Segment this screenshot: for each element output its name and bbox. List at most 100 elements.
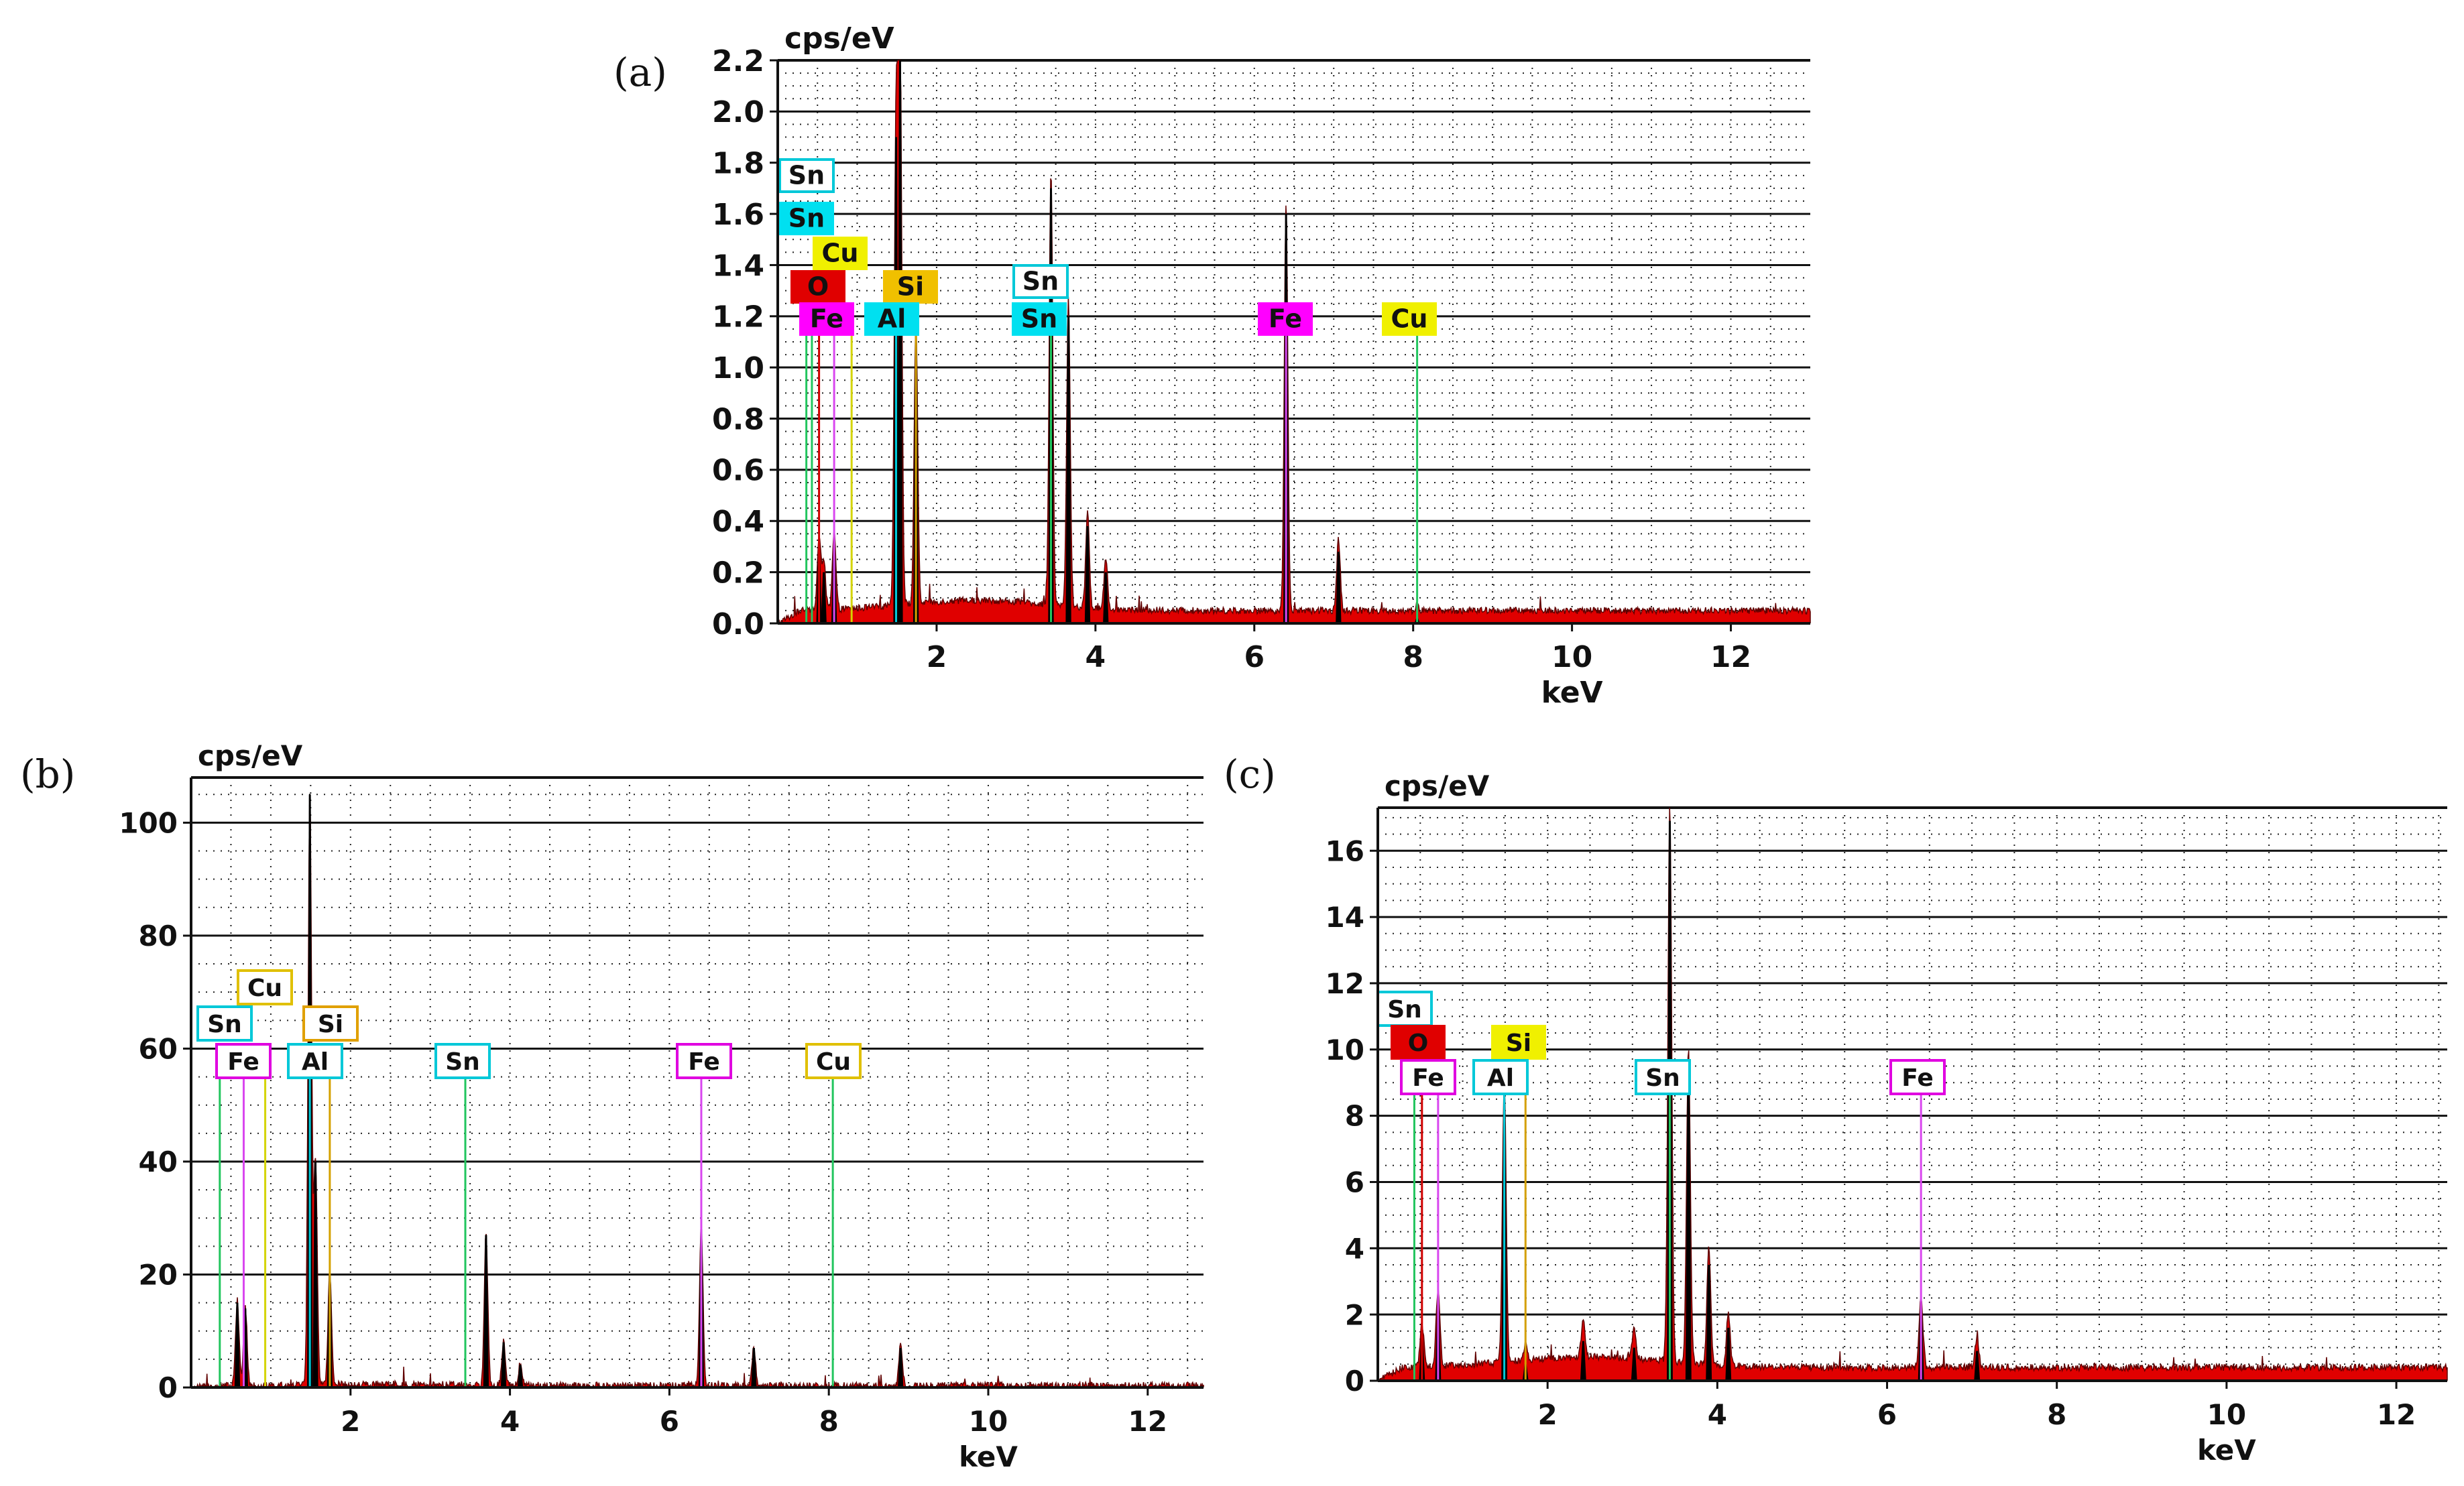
x-tick-label: 2 — [1538, 1398, 1558, 1431]
element-label-box — [1012, 264, 1069, 299]
y-tick-label: 10 — [1326, 1034, 1364, 1066]
x-tick-label: 4 — [1086, 640, 1106, 674]
element-label-box — [1382, 302, 1437, 336]
element-label-sn: Sn — [434, 1043, 491, 1079]
element-label-fe: Fe — [1258, 302, 1313, 336]
element-label-sn: Sn — [1635, 1059, 1691, 1095]
y-tick-label: 8 — [1345, 1100, 1364, 1133]
element-label-text: Sn — [1387, 996, 1422, 1024]
element-label-box — [434, 1043, 491, 1079]
y-tick-label: 1.4 — [712, 249, 764, 283]
x-tick-label: 6 — [1244, 640, 1265, 674]
element-label-si: Si — [302, 1005, 359, 1042]
element-label-box — [779, 202, 834, 235]
element-label-text: Sn — [788, 203, 825, 233]
element-label-box — [864, 302, 919, 336]
x-tick-label: 2 — [927, 640, 947, 674]
x-tick-label: 6 — [1877, 1398, 1897, 1431]
spectrum-outline — [777, 60, 1811, 624]
element-label-text: Sn — [445, 1048, 480, 1076]
spectrum-peak — [1336, 552, 1342, 623]
y-tick-label: 6 — [1345, 1166, 1364, 1199]
element-label-sn: Sn — [1012, 302, 1067, 336]
y-tick-label: 1.0 — [712, 351, 764, 385]
x-tick-label: 10 — [969, 1405, 1008, 1438]
element-label-fe: Fe — [676, 1043, 732, 1079]
major-grid — [1378, 849, 2447, 1316]
element-label-box — [302, 1005, 359, 1042]
element-label-si: Si — [1491, 1025, 1546, 1060]
element-label-text: Si — [318, 1011, 343, 1038]
element-label-text: Fe — [227, 1048, 259, 1076]
y-tick-label: 1.8 — [712, 147, 764, 181]
y-tick-label: 2.0 — [712, 95, 764, 129]
element-label-text: Cu — [816, 1048, 851, 1076]
element-label-text: Cu — [822, 238, 859, 267]
spectrum-outline — [190, 795, 1204, 1389]
element-label-box — [813, 237, 868, 270]
element-label-cu: Cu — [1382, 302, 1437, 336]
y-tick-label: 4 — [1345, 1232, 1364, 1265]
x-tick-label: 8 — [1403, 640, 1423, 674]
element-label-box — [1491, 1025, 1546, 1060]
element-label-text: O — [807, 271, 829, 301]
spectrum-peak — [517, 1365, 524, 1387]
x-tick-label: 6 — [660, 1405, 679, 1438]
y-tick-label: 2 — [1345, 1298, 1364, 1331]
spectrum-peak — [1103, 572, 1109, 623]
element-label-box — [1889, 1059, 1946, 1095]
element-label-sn: Sn — [779, 202, 834, 235]
element-label-cu: Cu — [805, 1043, 862, 1079]
y-axis-label: cps/eV — [784, 21, 894, 56]
element-label-box — [676, 1043, 732, 1079]
y-tick-label: 2.2 — [712, 44, 764, 78]
element-label-text: Cu — [1391, 304, 1428, 333]
x-tick-label: 12 — [2377, 1398, 2416, 1431]
element-label-al: Al — [864, 302, 919, 336]
panel-letter: (b) — [20, 751, 75, 797]
element-label-al: Al — [1472, 1059, 1529, 1095]
element-label-sn: Sn — [778, 158, 835, 193]
y-tick-label: 0 — [158, 1371, 178, 1404]
panel-letter: (c) — [1224, 751, 1276, 797]
y-tick-label: 0.8 — [712, 402, 764, 436]
spectrum-peak — [1706, 1265, 1712, 1381]
y-tick-label: 0.0 — [712, 607, 764, 641]
element-label-box — [196, 1005, 253, 1042]
element-label-text: Cu — [247, 975, 282, 1002]
spectrum-peak — [897, 60, 903, 623]
element-label-box — [790, 270, 845, 304]
x-tick-label: 2 — [341, 1405, 360, 1438]
element-label-text: Sn — [1645, 1064, 1680, 1092]
y-tick-label: 0.4 — [712, 505, 764, 539]
panel-a: (a) Sn Sn Cu O Si Fe Al Sn Sn Fe Cu 0.0 0.2 0.4 0.6 0.8 1… — [613, 21, 1811, 710]
panel-letter: (a) — [613, 50, 667, 95]
y-tick-label: 14 — [1326, 901, 1364, 934]
element-label-text: Sn — [1021, 304, 1057, 333]
x-tick-label: 8 — [2047, 1398, 2066, 1431]
y-tick-label: 100 — [119, 807, 178, 840]
element-label-sn: Sn — [196, 1005, 253, 1042]
element-label-sn: Sn — [1012, 264, 1069, 299]
element-label-text: Fe — [1412, 1064, 1444, 1092]
spectrum-fill — [191, 795, 1204, 1387]
minor-grid — [778, 60, 1810, 623]
spectrum-peak — [898, 1348, 904, 1387]
element-label-si: Si — [883, 270, 938, 304]
element-label-fe: Fe — [799, 302, 854, 336]
y-tick-label: 20 — [139, 1259, 178, 1292]
x-tick-label: 12 — [1128, 1405, 1167, 1438]
y-tick-label: 80 — [139, 920, 178, 952]
element-label-box — [778, 158, 835, 193]
minor-grid — [191, 778, 1204, 1387]
spectrum-peak — [500, 1342, 507, 1387]
x-tick-label: 12 — [1710, 640, 1751, 674]
spectrum-peak — [1725, 1327, 1732, 1381]
y-axis-label: cps/eV — [1385, 769, 1490, 802]
spectrum-outline — [1377, 807, 2448, 1382]
element-label-text: Fe — [1269, 304, 1302, 333]
spectrum-peak — [1065, 316, 1071, 623]
element-label-fe: Fe — [1400, 1059, 1456, 1095]
